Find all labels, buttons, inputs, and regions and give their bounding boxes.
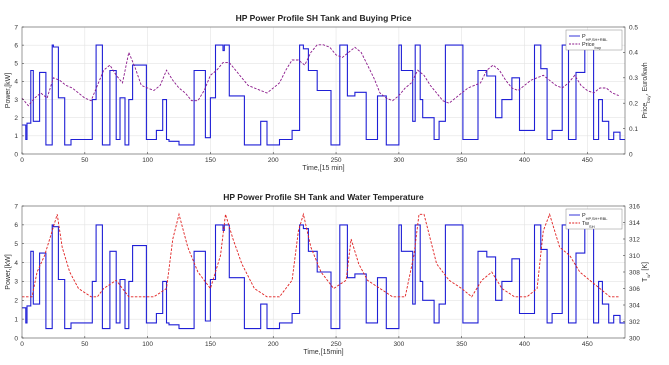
series-line-price	[21, 44, 619, 107]
legend-entry-name: Price	[582, 42, 595, 48]
y-right-label-main: T	[642, 277, 649, 282]
legend-entry-name: P	[582, 213, 586, 219]
x-tick-label: 50	[81, 341, 89, 348]
x-axis-label: Time,[15 min]	[302, 165, 344, 172]
x-tick-label: 400	[519, 341, 530, 348]
y-right-tick-label: 0.2	[629, 101, 638, 108]
y-left-tick-label: 2	[14, 115, 18, 122]
x-tick-label: 0	[20, 341, 24, 348]
y-right-tick-label: 0	[629, 151, 633, 158]
y-right-tick-label: 308	[629, 269, 640, 276]
series-line-p	[22, 44, 625, 146]
y-right-label-sub: w	[646, 274, 651, 278]
chart-2: 0 50 100 150 200 250 300 350 400 450 0 1 2 3 4 5 6 7 300 30…	[5, 192, 651, 356]
legend-entry: PHP,SH+RBL	[582, 213, 608, 221]
x-tick-label: 100	[142, 157, 153, 164]
y-left-axis-label: Power,[kW]	[5, 73, 12, 108]
chart-title: HP Power Profile SH Tank and Water Tempe…	[223, 192, 424, 202]
x-tick-label: 150	[205, 157, 216, 164]
x-axis-label: Time,[15min]	[303, 349, 343, 356]
y-right-label-sub: buy	[646, 95, 651, 103]
legend-entry: PHP,SH+RBL	[582, 34, 608, 42]
axes-frame	[21, 26, 626, 155]
legend-entry-name: Tw	[582, 221, 589, 227]
y-right-axis-label: Tw, [K]	[642, 262, 651, 282]
x-tick-label: 450	[582, 157, 593, 164]
y-left-tick-label: 7	[14, 24, 18, 31]
y-right-tick-label: 314	[629, 220, 640, 227]
y-left-tick-label: 6	[14, 42, 18, 49]
y-right-tick-label: 316	[629, 203, 640, 210]
x-tick-label: 250	[331, 341, 342, 348]
y-left-tick-label: 1	[14, 316, 18, 323]
y-right-tick-label: 310	[629, 253, 640, 260]
legend-entry: Pricebuy	[582, 42, 601, 50]
x-tick-label: 250	[331, 157, 342, 164]
legend-entry-sub: buy	[595, 45, 601, 50]
y-left-tick-label: 4	[14, 260, 18, 267]
y-left-tick-label: 2	[14, 298, 18, 305]
y-right-label-rest: , [K]	[642, 262, 649, 275]
y-left-axis-label: Power,[kW]	[5, 254, 12, 289]
x-tick-label: 200	[268, 341, 279, 348]
chart-1: 0 50 100 150 200 250 300 350 400 450 0 1 2 3 4 5 6 7 0 0.1 0…	[5, 13, 651, 172]
y-right-tick-label: 302	[629, 319, 640, 326]
x-tick-label: 300	[393, 341, 404, 348]
y-left-tick-label: 5	[14, 241, 18, 248]
x-tick-label: 0	[20, 157, 24, 164]
y-left-tick-label: 1	[14, 133, 18, 140]
y-left-tick-label: 3	[14, 279, 18, 286]
y-right-tick-label: 306	[629, 286, 640, 293]
legend-box	[565, 208, 623, 230]
legend-entry: TwSH	[582, 221, 595, 229]
y-left-tick-label: 0	[14, 151, 18, 158]
y-right-tick-label: 304	[629, 302, 640, 309]
x-tick-label: 200	[268, 157, 279, 164]
series-line-tw	[22, 212, 620, 298]
legend-entry-sub: HP,SH+RBL	[586, 216, 609, 221]
y-left-tick-label: 0	[14, 335, 18, 342]
y-left-tick-label: 7	[14, 203, 18, 210]
x-tick-label: 450	[582, 341, 593, 348]
x-tick-label: 50	[81, 157, 89, 164]
y-left-tick-label: 6	[14, 222, 18, 229]
y-right-tick-label: 0.3	[629, 75, 638, 82]
y-right-axis-label: Pricebuy, Euro/kwh	[642, 62, 651, 118]
x-tick-label: 350	[456, 341, 467, 348]
y-right-tick-label: 0.4	[629, 50, 638, 57]
y-left-tick-label: 3	[14, 97, 18, 104]
y-right-tick-label: 300	[629, 335, 640, 342]
y-right-tick-label: 312	[629, 236, 640, 243]
x-tick-label: 350	[456, 157, 467, 164]
series-line-p	[22, 224, 625, 330]
y-right-label-main: Price	[642, 103, 649, 119]
legend-entry-sub: SH	[589, 224, 595, 229]
y-right-tick-label: 0.5	[629, 24, 638, 31]
y-right-label-rest: , Euro/kwh	[642, 62, 649, 95]
y-left-tick-label: 4	[14, 79, 18, 86]
x-tick-label: 400	[519, 157, 530, 164]
legend-entry-sub: HP,SH+RBL	[586, 37, 609, 42]
legend-entry-name: P	[582, 34, 586, 40]
x-tick-label: 150	[205, 341, 216, 348]
y-right-tick-label: 0.1	[629, 126, 638, 133]
legend-box	[565, 29, 623, 51]
y-left-tick-label: 5	[14, 61, 18, 68]
x-tick-label: 100	[142, 341, 153, 348]
chart-title: HP Power Profile SH Tank and Buying Pric…	[236, 13, 412, 23]
x-tick-label: 300	[393, 157, 404, 164]
